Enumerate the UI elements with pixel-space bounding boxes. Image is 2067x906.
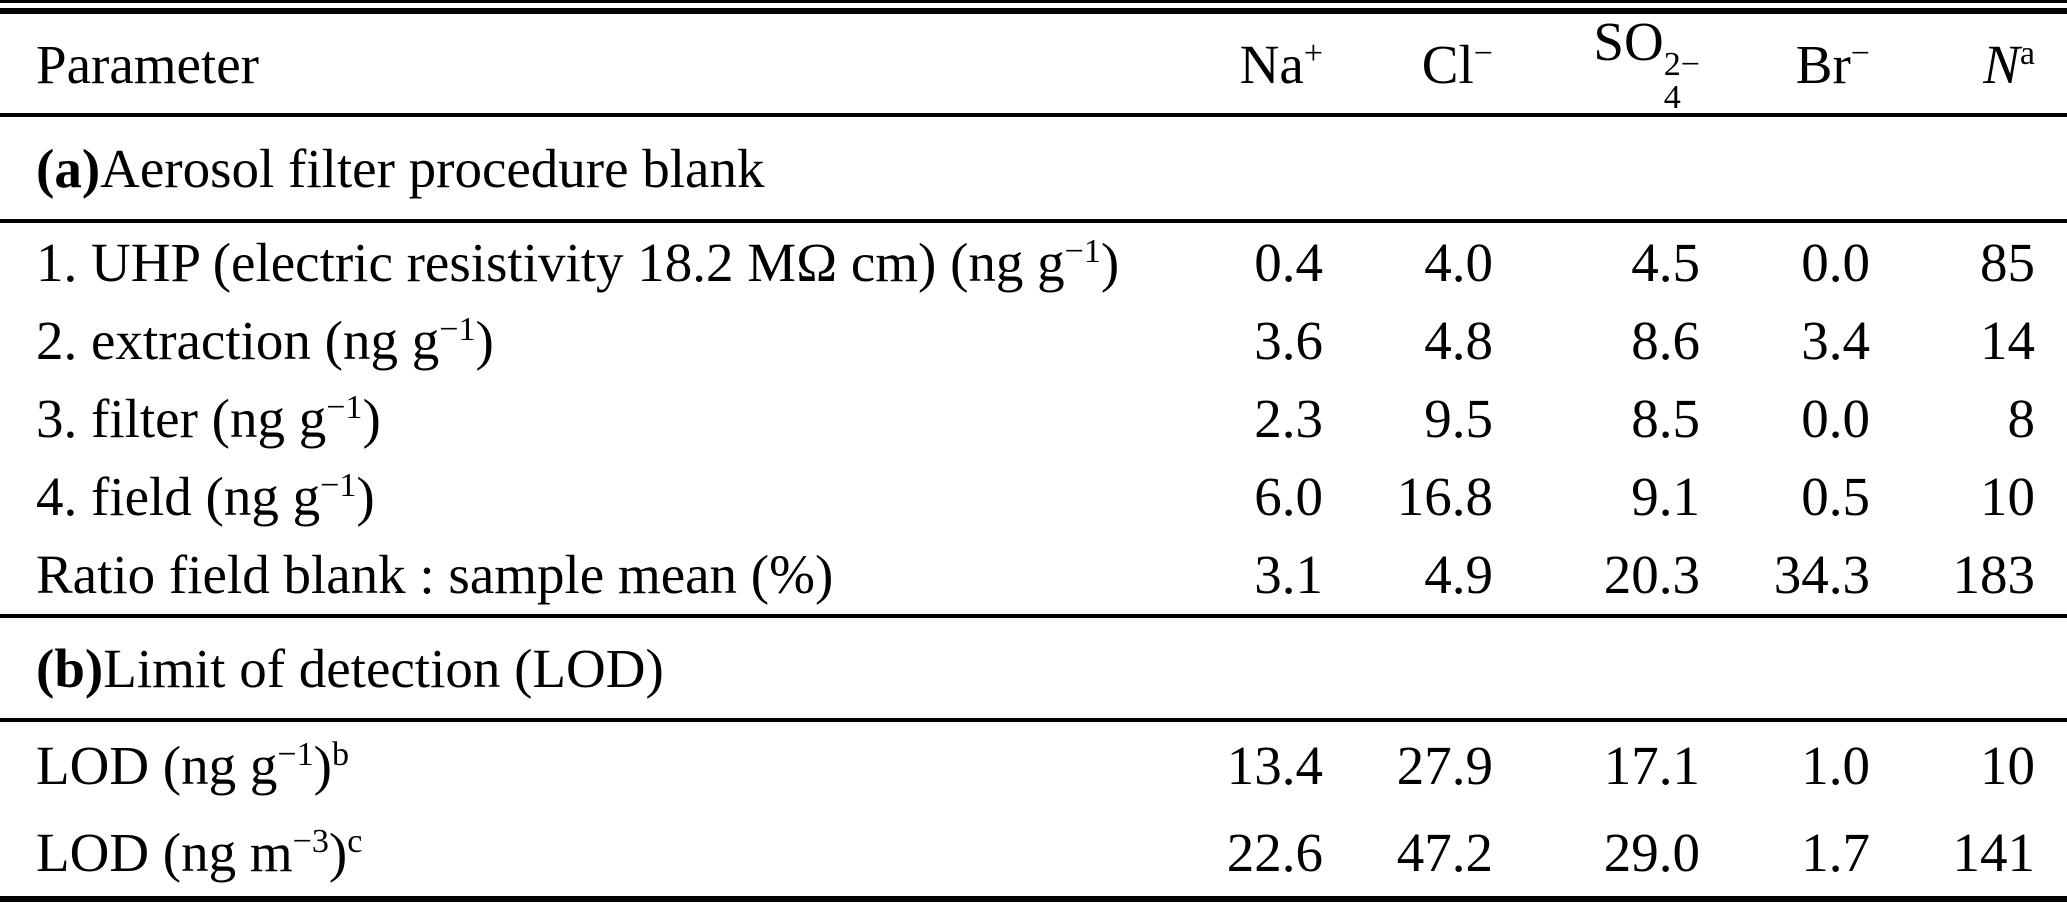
- value-cell: 34.3: [1773, 544, 1870, 606]
- table-row: 3. filter (ng g−1) 2.3 9.5 8.5 0.0 8: [0, 379, 2067, 457]
- value-cell: 47.2: [1396, 822, 1493, 883]
- section-a-rows: 1. UHP (electric resistivity 18.2 MΩ cm)…: [0, 223, 2067, 614]
- header-cell-sodium: Na+: [1239, 33, 1323, 95]
- value-cell: 0.0: [1801, 388, 1870, 449]
- value-cell: 1.7: [1801, 822, 1870, 883]
- top-outer-rule: [0, 0, 2067, 3]
- row-label: 3. filter (ng g−1): [36, 388, 381, 449]
- value-cell: 8: [2007, 388, 2036, 449]
- table-row: LOD (ng g−1)b 13.4 27.9 17.1 1.0 10: [0, 722, 2067, 809]
- section-a: (a) Aerosol filter procedure blank: [0, 117, 2067, 219]
- value-cell: 1.0: [1801, 735, 1870, 796]
- section-b-top-rule: [0, 614, 2067, 618]
- table-row: 1. UHP (electric resistivity 18.2 MΩ cm)…: [0, 223, 2067, 301]
- value-cell: 10: [1980, 466, 2035, 528]
- table-row: Ratio field blank : sample mean (%) 3.1 …: [0, 536, 2067, 614]
- row-label: LOD (ng g−1)b: [36, 735, 349, 796]
- value-cell: 141: [1952, 822, 2036, 883]
- header-cell-chloride: Cl−: [1421, 33, 1493, 95]
- value-cell: 9.1: [1631, 466, 1700, 528]
- value-cell: 10: [1980, 735, 2035, 796]
- value-cell: 29.0: [1603, 822, 1700, 883]
- value-cell: 4.9: [1424, 544, 1493, 606]
- value-cell: 8.6: [1631, 309, 1700, 371]
- value-cell: 0.4: [1254, 231, 1323, 293]
- bottom-margin: [0, 902, 2067, 906]
- value-cell: 4.0: [1424, 231, 1493, 293]
- section-b: (b) Limit of detection (LOD): [0, 618, 2067, 718]
- header-cell-sulfate: SO 2− 4: [1593, 11, 1700, 116]
- value-cell: 27.9: [1396, 735, 1493, 796]
- bottom-rule: [0, 896, 2067, 902]
- value-cell: 20.3: [1603, 544, 1700, 606]
- row-label: 4. field (ng g−1): [36, 466, 375, 528]
- value-cell: 8.5: [1631, 388, 1700, 449]
- value-cell: 3.6: [1254, 309, 1323, 371]
- value-cell: 22.6: [1226, 822, 1323, 883]
- value-cell: 16.8: [1396, 466, 1493, 528]
- value-cell: 183: [1952, 544, 2036, 606]
- section-b-heading: (b) Limit of detection (LOD): [36, 637, 664, 699]
- header-cell-n: Na: [1983, 33, 2035, 95]
- section-b-divider-rule: [0, 718, 2067, 722]
- table-header: Parameter Na+ Cl− SO 2− 4 Br− Na: [0, 14, 2067, 114]
- section-a-divider-rule: [0, 219, 2067, 223]
- value-cell: 85: [1980, 231, 2035, 293]
- header-cell-parameter: Parameter: [36, 33, 259, 95]
- value-cell: 14: [1980, 309, 2035, 371]
- value-cell: 9.5: [1424, 388, 1493, 449]
- value-cell: 4.8: [1424, 309, 1493, 371]
- value-cell: 0.5: [1801, 466, 1870, 528]
- value-cell: 2.3: [1254, 388, 1323, 449]
- value-cell: 3.1: [1254, 544, 1323, 606]
- header-divider-rule: [0, 113, 2067, 117]
- value-cell: 3.4: [1801, 309, 1870, 371]
- value-cell: 0.0: [1801, 231, 1870, 293]
- header-row: Parameter Na+ Cl− SO 2− 4 Br− Na: [0, 14, 2067, 114]
- row-label: 1. UHP (electric resistivity 18.2 MΩ cm)…: [36, 231, 1120, 293]
- top-rule-gap: [0, 3, 2067, 8]
- value-cell: 13.4: [1226, 735, 1323, 796]
- top-rule: [0, 8, 2067, 14]
- section-a-heading: (a) Aerosol filter procedure blank: [36, 137, 765, 199]
- table-row: 2. extraction (ng g−1) 3.6 4.8 8.6 3.4 1…: [0, 301, 2067, 379]
- value-cell: 17.1: [1603, 735, 1700, 796]
- row-label: 2. extraction (ng g−1): [36, 309, 494, 371]
- table-row: LOD (ng m−3)c 22.6 47.2 29.0 1.7 141: [0, 809, 2067, 896]
- table-row: 4. field (ng g−1) 6.0 16.8 9.1 0.5 10: [0, 458, 2067, 536]
- row-label: LOD (ng m−3)c: [36, 822, 363, 883]
- row-label: Ratio field blank : sample mean (%): [36, 544, 834, 606]
- header-cell-bromide: Br−: [1795, 33, 1870, 95]
- value-cell: 6.0: [1254, 466, 1323, 528]
- value-cell: 4.5: [1631, 231, 1700, 293]
- section-b-rows: LOD (ng g−1)b 13.4 27.9 17.1 1.0 10 LOD …: [0, 722, 2067, 896]
